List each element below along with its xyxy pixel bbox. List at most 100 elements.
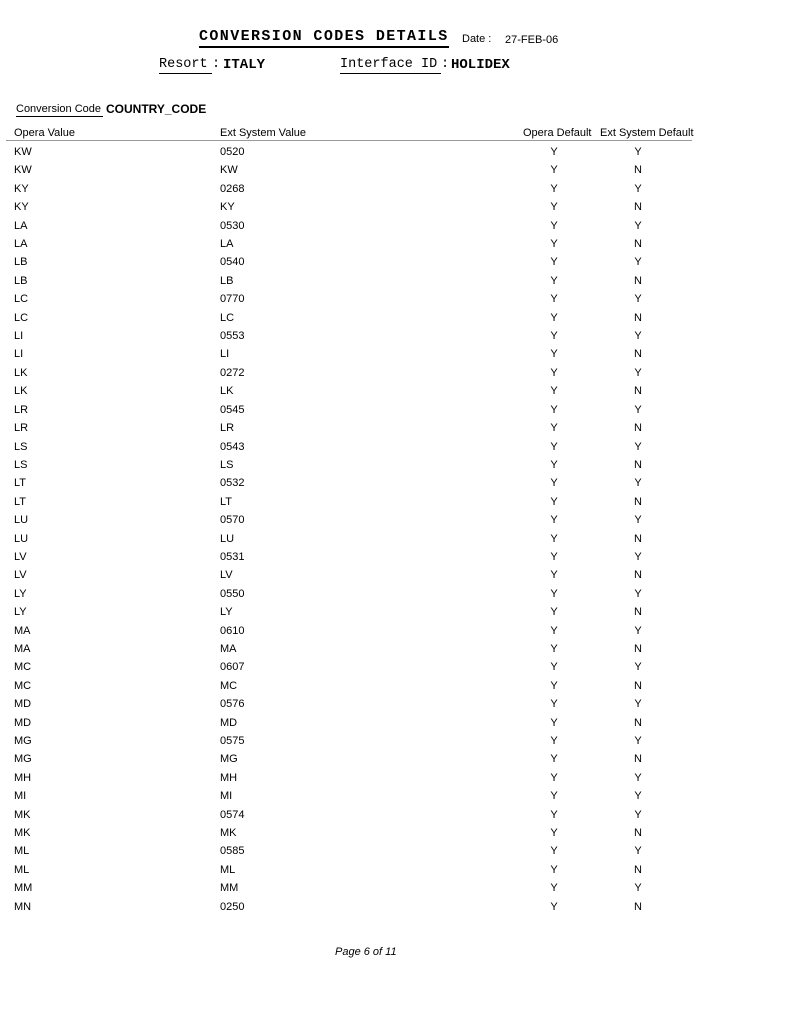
cell-ext-system-default: Y bbox=[634, 403, 642, 416]
cell-opera-default: Y bbox=[550, 274, 558, 287]
table-row: ML ML Y N bbox=[0, 861, 791, 879]
cell-opera-value: LR bbox=[14, 403, 29, 416]
table-header-divider bbox=[6, 140, 692, 141]
cell-opera-value: MG bbox=[14, 753, 32, 766]
cell-opera-value: LT bbox=[14, 495, 27, 508]
cell-ext-system-value: MM bbox=[220, 882, 239, 895]
cell-ext-system-default: Y bbox=[634, 293, 642, 306]
cell-opera-default: Y bbox=[550, 256, 558, 269]
cell-ext-system-default: Y bbox=[634, 771, 642, 784]
cell-ext-system-value: 0575 bbox=[220, 735, 245, 747]
table-row: ML 0585 Y Y bbox=[0, 842, 791, 860]
table-row: LC 0770 Y Y bbox=[0, 290, 791, 308]
table-row: MA MA Y N bbox=[0, 640, 791, 658]
table-row: LC LC Y N bbox=[0, 309, 791, 327]
date-label: Date : bbox=[462, 33, 492, 45]
cell-ext-system-value: LV bbox=[220, 569, 233, 582]
cell-opera-default: Y bbox=[550, 606, 558, 619]
cell-opera-value: LV bbox=[14, 550, 27, 563]
table-row: LS LS Y N bbox=[0, 456, 791, 474]
interface-id-value: HOLIDEX bbox=[451, 57, 510, 73]
cell-opera-value: ML bbox=[14, 863, 30, 876]
cell-opera-default: Y bbox=[550, 458, 558, 471]
table-row: KW KW Y N bbox=[0, 161, 791, 179]
cell-opera-value: LU bbox=[14, 514, 29, 527]
column-header-opera-default: Opera Default bbox=[523, 127, 592, 139]
cell-opera-default: Y bbox=[550, 422, 558, 435]
cell-opera-value: LK bbox=[14, 385, 28, 398]
table-row: LR LR Y N bbox=[0, 419, 791, 437]
table-row: MC 0607 Y Y bbox=[0, 658, 791, 676]
cell-ext-system-value: 0545 bbox=[220, 403, 245, 416]
table-row: MM MM Y Y bbox=[0, 879, 791, 897]
cell-opera-default: Y bbox=[550, 219, 558, 232]
table-header-row: Opera Value Ext System Value Opera Defau… bbox=[0, 127, 791, 141]
cell-opera-default: Y bbox=[550, 569, 558, 582]
table-row: MD 0576 Y Y bbox=[0, 695, 791, 713]
cell-opera-default: Y bbox=[550, 348, 558, 361]
table-row: LT 0532 Y Y bbox=[0, 474, 791, 492]
cell-ext-system-default: Y bbox=[634, 330, 642, 343]
cell-opera-default: Y bbox=[550, 900, 558, 913]
cell-ext-system-default: N bbox=[634, 642, 642, 655]
cell-opera-value: LA bbox=[14, 238, 28, 251]
cell-opera-default: Y bbox=[550, 698, 558, 711]
page-number: Page 6 of 11 bbox=[335, 946, 397, 958]
cell-ext-system-default: Y bbox=[634, 477, 642, 490]
cell-opera-default: Y bbox=[550, 477, 558, 490]
cell-opera-value: KW bbox=[14, 164, 32, 177]
cell-opera-value: LY bbox=[14, 606, 27, 619]
cell-ext-system-default: Y bbox=[634, 440, 642, 453]
cell-opera-value: LV bbox=[14, 569, 27, 582]
cell-ext-system-default: N bbox=[634, 495, 642, 508]
interface-id-separator: : bbox=[441, 57, 450, 72]
cell-opera-default: Y bbox=[550, 771, 558, 784]
cell-ext-system-default: N bbox=[634, 422, 642, 435]
cell-opera-default: Y bbox=[550, 182, 558, 195]
cell-ext-system-default: N bbox=[634, 679, 642, 692]
cell-opera-default: Y bbox=[550, 827, 558, 840]
cell-opera-default: Y bbox=[550, 330, 558, 343]
table-row: MD MD Y N bbox=[0, 714, 791, 732]
cell-opera-value: LB bbox=[14, 256, 28, 269]
table-row: LK LK Y N bbox=[0, 382, 791, 400]
cell-ext-system-default: N bbox=[634, 827, 642, 840]
cell-ext-system-value: MI bbox=[220, 790, 233, 803]
cell-opera-value: MK bbox=[14, 808, 31, 821]
cell-ext-system-default: Y bbox=[634, 366, 642, 379]
table-row: KW 0520 Y Y bbox=[0, 143, 791, 161]
table-row: LV 0531 Y Y bbox=[0, 548, 791, 566]
cell-ext-system-default: N bbox=[634, 606, 642, 619]
cell-ext-system-default: Y bbox=[634, 698, 642, 711]
cell-ext-system-value: 0550 bbox=[220, 587, 245, 600]
cell-opera-default: Y bbox=[550, 716, 558, 729]
cell-ext-system-value: 0570 bbox=[220, 514, 245, 527]
cell-ext-system-default: Y bbox=[634, 146, 642, 158]
cell-opera-value: MA bbox=[14, 642, 31, 655]
column-header-ext-system-default: Ext System Default bbox=[600, 127, 694, 139]
cell-ext-system-default: N bbox=[634, 385, 642, 398]
cell-ext-system-value: LC bbox=[220, 311, 235, 324]
cell-ext-system-default: N bbox=[634, 238, 642, 251]
cell-opera-value: LB bbox=[14, 274, 28, 287]
cell-opera-default: Y bbox=[550, 201, 558, 214]
cell-ext-system-value: 0576 bbox=[220, 698, 245, 711]
conversion-code-label: Conversion Code bbox=[16, 103, 103, 117]
cell-ext-system-value: LK bbox=[220, 385, 234, 398]
cell-ext-system-default: Y bbox=[634, 514, 642, 527]
cell-ext-system-value: LA bbox=[220, 238, 234, 251]
cell-ext-system-value: LU bbox=[220, 532, 235, 545]
table-row: LT LT Y N bbox=[0, 493, 791, 511]
cell-ext-system-value: MK bbox=[220, 827, 237, 840]
cell-ext-system-value: 0268 bbox=[220, 182, 245, 195]
cell-opera-value: KY bbox=[14, 201, 29, 214]
resort-separator: : bbox=[212, 57, 221, 72]
cell-ext-system-default: Y bbox=[634, 256, 642, 269]
cell-opera-value: MD bbox=[14, 698, 32, 711]
cell-ext-system-default: N bbox=[634, 274, 642, 287]
cell-ext-system-default: N bbox=[634, 532, 642, 545]
cell-opera-default: Y bbox=[550, 238, 558, 251]
table-row: LB 0540 Y Y bbox=[0, 253, 791, 271]
cell-ext-system-value: 0520 bbox=[220, 146, 245, 158]
cell-ext-system-value: KW bbox=[220, 164, 238, 177]
